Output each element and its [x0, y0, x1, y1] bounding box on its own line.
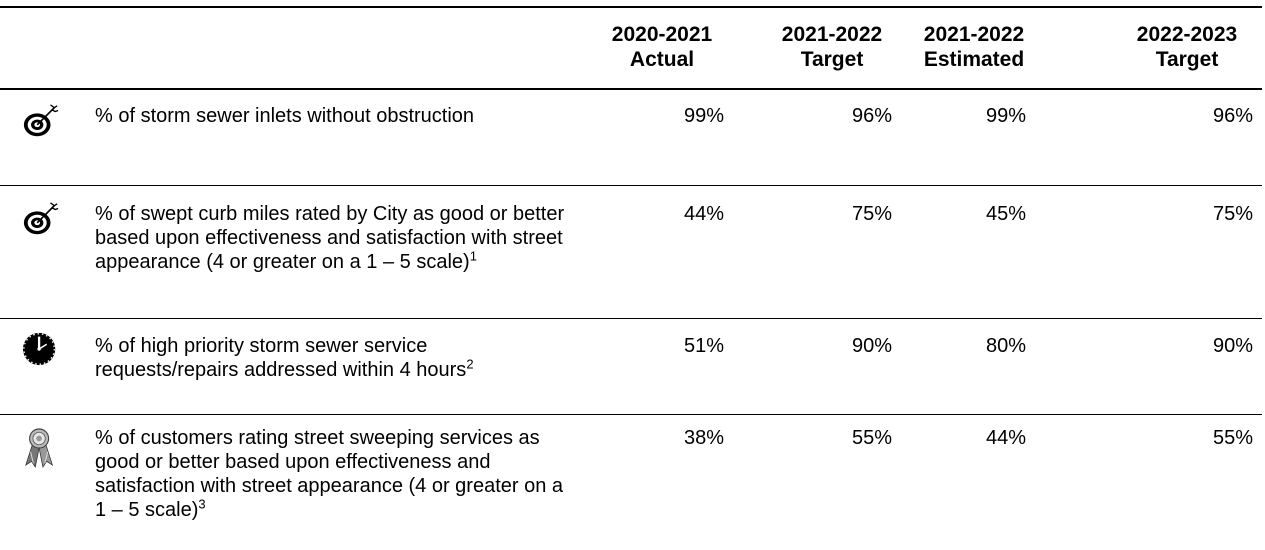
column-header-3: 2021-2022 Estimated: [912, 22, 1036, 72]
value-2020-2021-actual: 99%: [683, 105, 724, 127]
column-header-4-year: 2022-2023: [1136, 23, 1238, 46]
value-2021-2022-estimated: 99%: [985, 105, 1026, 127]
table-top-rule: [0, 6, 1262, 8]
value-2021-2022-target: 96%: [851, 105, 892, 127]
value-2022-2023-target: 55%: [1212, 427, 1253, 449]
measure-label: % of swept curb miles rated by City as g…: [95, 203, 565, 273]
column-header-1-type: Actual: [629, 48, 695, 71]
column-header-1: 2020-2021 Actual: [600, 22, 724, 72]
footnote-marker: 1: [469, 248, 477, 264]
target-icon: [23, 104, 59, 137]
column-header-2-year: 2021-2022: [781, 23, 883, 46]
value-2021-2022-estimated: 80%: [985, 335, 1026, 357]
value-2020-2021-actual: 51%: [683, 335, 724, 357]
award-ribbon-icon: [25, 428, 54, 468]
value-2022-2023-target: 96%: [1212, 105, 1253, 127]
value-2020-2021-actual: 38%: [683, 427, 724, 449]
value-2021-2022-target: 75%: [851, 203, 892, 225]
value-2021-2022-target: 90%: [851, 335, 892, 357]
column-header-2-type: Target: [800, 48, 864, 71]
value-2021-2022-estimated: 44%: [985, 427, 1026, 449]
column-header-3-year: 2021-2022: [923, 23, 1025, 46]
value-2022-2023-target: 90%: [1212, 335, 1253, 357]
table-header: 2020-2021 Actual 2021-2022 Target 2021-2…: [0, 8, 1265, 88]
row-divider: [0, 414, 1262, 415]
target-icon: [23, 202, 59, 235]
column-header-4: 2022-2023 Target: [1125, 22, 1249, 72]
column-header-4-type: Target: [1155, 48, 1219, 71]
clock-icon: [22, 332, 56, 366]
measure-label: % of high priority storm sewer service r…: [95, 335, 474, 381]
value-2021-2022-estimated: 45%: [985, 203, 1026, 225]
header-rule: [0, 88, 1262, 90]
footnote-marker: 3: [198, 496, 206, 512]
value-2022-2023-target: 75%: [1212, 203, 1253, 225]
measure-label: % of storm sewer inlets without obstruct…: [95, 105, 475, 127]
value-2021-2022-target: 55%: [851, 427, 892, 449]
footnote-marker: 2: [466, 356, 474, 372]
row-divider: [0, 318, 1262, 319]
value-2020-2021-actual: 44%: [683, 203, 724, 225]
column-header-3-type: Estimated: [923, 48, 1025, 71]
row-divider: [0, 185, 1262, 186]
measure-label: % of customers rating street sweeping se…: [95, 427, 564, 521]
column-header-1-year: 2020-2021: [611, 23, 713, 46]
column-header-2: 2021-2022 Target: [770, 22, 894, 72]
